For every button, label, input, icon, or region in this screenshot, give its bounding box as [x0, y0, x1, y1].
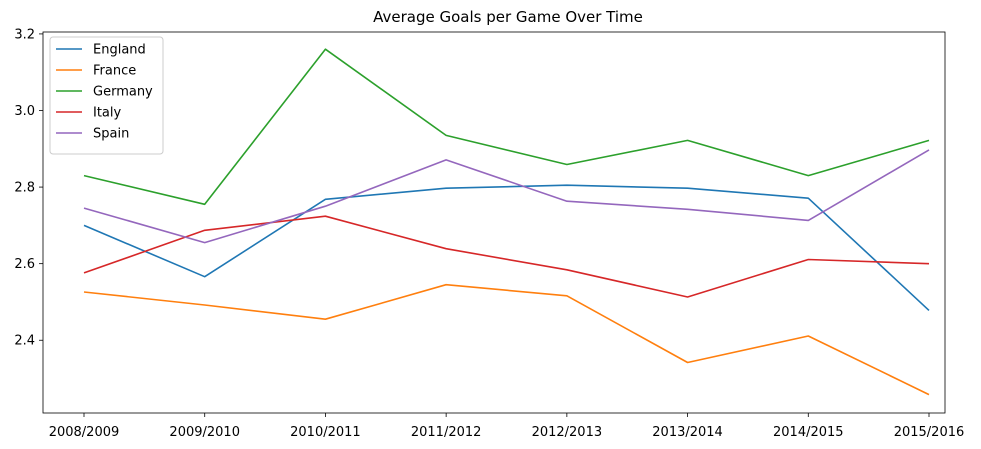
- plot-area: [42, 31, 946, 414]
- y-axis: 2.4 2.6 2.8 3.0 3.2: [14, 27, 43, 349]
- y-tick-label: 2.6: [14, 257, 35, 272]
- x-tick-label: 2013/2014: [652, 425, 723, 440]
- legend-label: Germany: [93, 85, 153, 100]
- series-layer: [83, 48, 930, 396]
- y-tick-label: 2.8: [14, 181, 35, 196]
- y-tick-label: 3.2: [14, 27, 35, 42]
- x-tick-label: 2012/2013: [532, 425, 603, 440]
- legend-label: Spain: [93, 127, 129, 142]
- x-tick-label: 2014/2015: [773, 425, 844, 440]
- x-tick-label: 2009/2010: [169, 425, 240, 440]
- series-line-italy: [83, 215, 930, 298]
- x-tick-label: 2011/2012: [411, 425, 482, 440]
- series-line-england: [83, 184, 930, 311]
- legend: England France Germany Italy Spain: [49, 36, 164, 155]
- x-tick-label: 2010/2011: [290, 425, 361, 440]
- legend-label: France: [93, 64, 136, 79]
- legend-box: [49, 36, 164, 155]
- x-tick-label: 2008/2009: [49, 425, 120, 440]
- y-tick-label: 3.0: [14, 104, 35, 119]
- y-tick-label: 2.4: [14, 334, 35, 349]
- chart-title: Average Goals per Game Over Time: [373, 8, 643, 26]
- series-line-spain: [83, 149, 930, 244]
- series-line-france: [83, 283, 930, 396]
- legend-label: England: [93, 43, 146, 58]
- legend-label: Italy: [93, 106, 122, 121]
- x-tick-label: 2015/2016: [894, 425, 965, 440]
- series-line-germany: [83, 48, 930, 206]
- x-axis: 2008/2009 2009/2010 2010/2011 2011/2012 2012…: [49, 413, 965, 440]
